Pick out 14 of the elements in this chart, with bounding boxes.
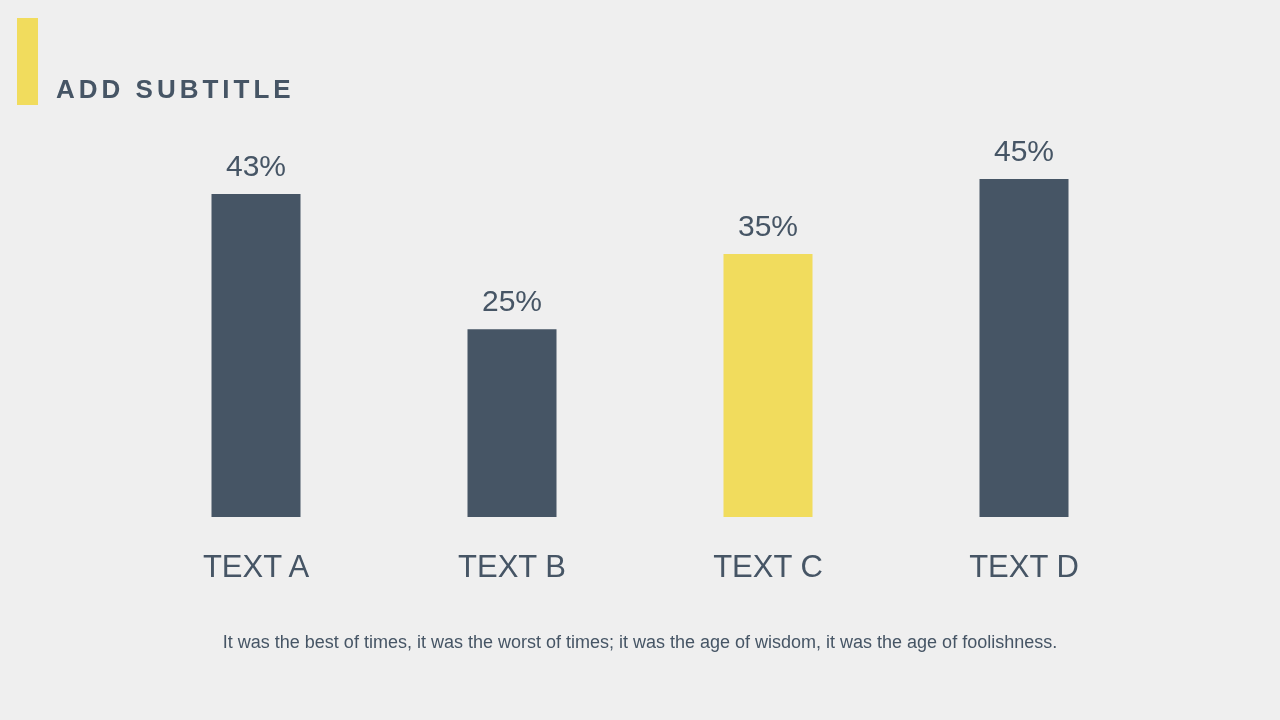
bar [467, 329, 557, 517]
x-tick-label: TEXT A [202, 549, 310, 584]
data-label: 25% [481, 283, 543, 317]
bar [211, 194, 301, 517]
x-tick-label: TEXT C [713, 549, 823, 584]
text: It was the best of times, it was the worst of times; it was the age of wisdom, it was the age of foolishness. [221, 632, 1059, 653]
x-tick-label: TEXT D [969, 549, 1079, 584]
bar [979, 179, 1069, 517]
data-label: 43% [225, 148, 287, 182]
data-label: 35% [737, 208, 799, 242]
x-tick-label: TEXT B [458, 549, 566, 584]
bar [723, 254, 813, 517]
chart-subtitle: ADD SUBTITLE [56, 74, 295, 105]
data-label: 45% [993, 133, 1055, 167]
